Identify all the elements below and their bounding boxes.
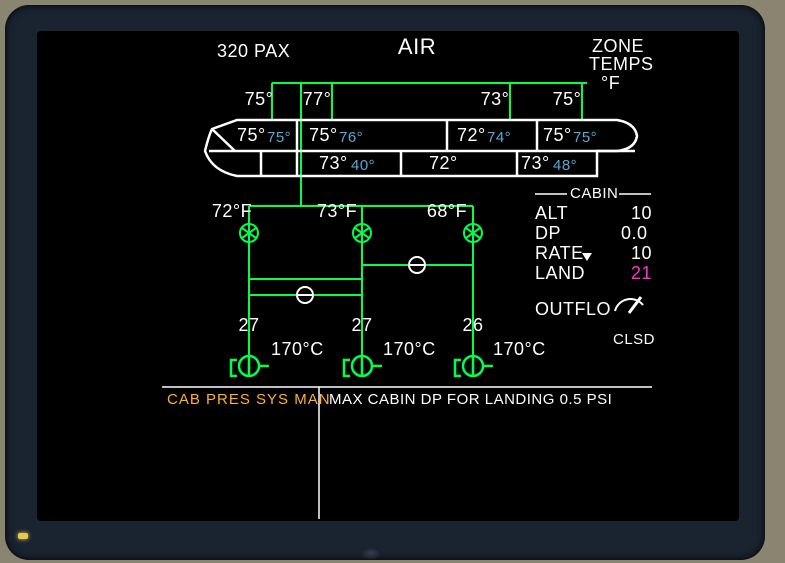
- zone-target: 75°: [267, 129, 291, 146]
- mix-temp: 73°F: [317, 201, 357, 222]
- cabin-alt-label: ALT: [535, 203, 568, 224]
- cabin-dp-label: DP: [535, 223, 561, 244]
- cabin-rate-val: 10: [631, 243, 652, 264]
- lower-target: 48°: [553, 157, 577, 174]
- duct-temp: 77°: [303, 89, 332, 110]
- zone-actual: 72°: [457, 125, 486, 146]
- duct-temp: 75°: [553, 89, 582, 110]
- pack-flow: 27: [351, 315, 372, 336]
- cabin-land-val: 21: [631, 263, 652, 284]
- duct-temp: 75°: [245, 89, 274, 110]
- cabin-dp-val: 0.0: [621, 223, 648, 244]
- eicas-screen: AIR 320 PAX ZONE TEMPS °F 75° 77° 73° 75…: [37, 31, 739, 521]
- pack-flow: 27: [238, 315, 259, 336]
- zone-target: 75°: [573, 129, 597, 146]
- pack-flow: 26: [462, 315, 483, 336]
- duct-temp: 73°: [481, 89, 510, 110]
- zone-unit: °F: [601, 73, 620, 94]
- zone-target: 76°: [339, 129, 363, 146]
- pack-temp: 170°C: [271, 339, 324, 360]
- zone-label-2: TEMPS: [589, 54, 654, 75]
- zone-actual: 75°: [309, 125, 338, 146]
- zone-actual: 75°: [543, 125, 572, 146]
- mix-temp: 68°F: [427, 201, 467, 222]
- cabin-land-label: LAND: [535, 263, 585, 284]
- pack-temp: 170°C: [383, 339, 436, 360]
- zone-actual: 75°: [237, 125, 266, 146]
- lower-actual: 73°: [521, 153, 550, 174]
- cabin-alt-val: 10: [631, 203, 652, 224]
- warn-landing-dp: MAX CABIN DP FOR LANDING 0.5 PSI: [329, 391, 612, 408]
- lower-target: 40°: [351, 157, 375, 174]
- power-led: [18, 533, 28, 539]
- zone-target: 74°: [487, 129, 511, 146]
- display-bezel: AIR 320 PAX ZONE TEMPS °F 75° 77° 73° 75…: [5, 5, 765, 560]
- lower-actual: 72°: [429, 153, 458, 174]
- bezel-knob: [360, 547, 382, 559]
- outflow-label: OUTFLO: [535, 299, 611, 320]
- pack-temp: 170°C: [493, 339, 546, 360]
- mix-temp: 72°F: [212, 201, 252, 222]
- lower-actual: 73°: [319, 153, 348, 174]
- cabin-rate-label: RATE: [535, 243, 584, 264]
- pax-count: 320 PAX: [217, 41, 290, 62]
- warn-cab-pres: CAB PRES SYS MAN: [167, 391, 331, 408]
- cabin-header: CABIN: [570, 185, 618, 202]
- outflow-clsd: CLSD: [613, 331, 655, 348]
- page-title: AIR: [398, 34, 436, 60]
